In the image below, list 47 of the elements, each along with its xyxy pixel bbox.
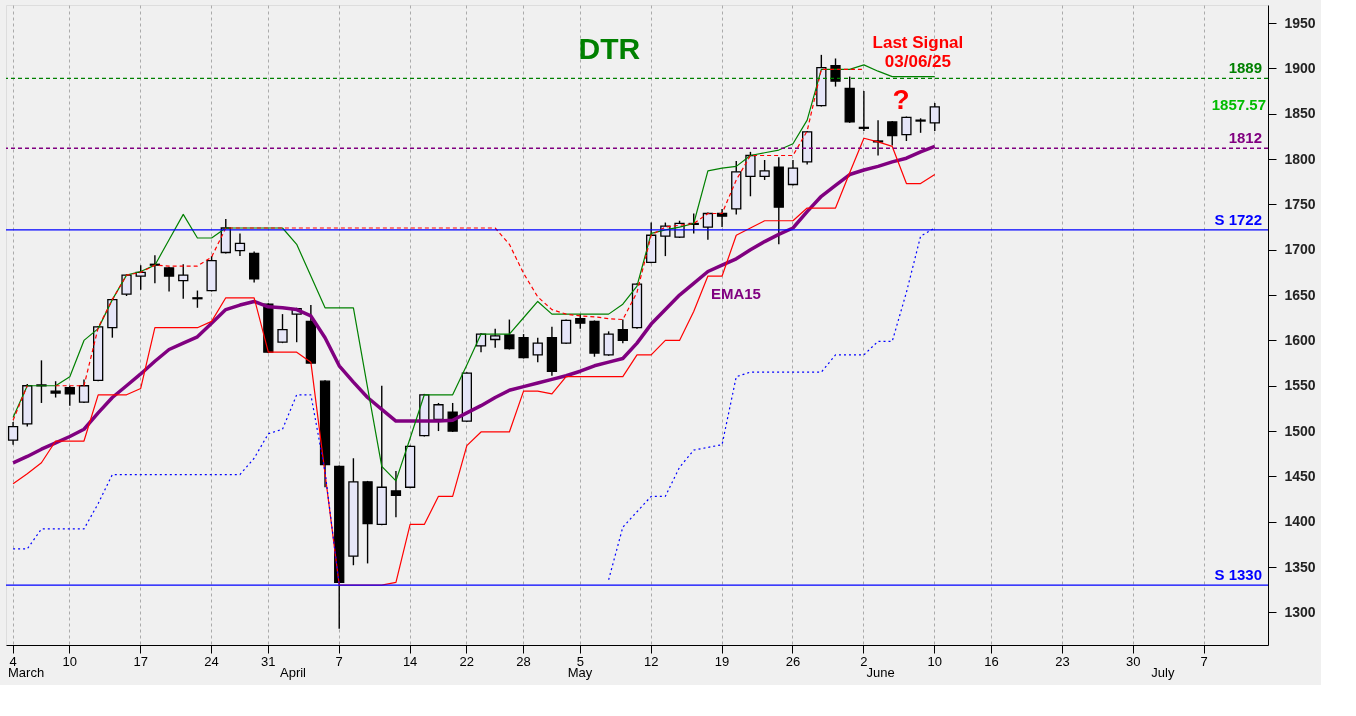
x-tick-label: 24 bbox=[204, 653, 219, 669]
annotation: 1857.57 bbox=[1211, 95, 1266, 113]
x-tick-label: 31 bbox=[261, 653, 276, 669]
y-tick-label: 1500 bbox=[1284, 422, 1316, 439]
candlestick bbox=[234, 233, 246, 257]
x-tick-label: 7 bbox=[335, 653, 343, 669]
x-tick-label: 10 bbox=[927, 653, 943, 669]
x-tick-label: 17 bbox=[133, 653, 148, 669]
ref-line-label: 1889 bbox=[1228, 59, 1262, 77]
x-tick-label: 14 bbox=[402, 653, 418, 669]
y-tick-label: 1300 bbox=[1284, 603, 1316, 620]
x-tick-label: 26 bbox=[785, 653, 801, 669]
y-tick-label: 1450 bbox=[1284, 467, 1316, 484]
x-tick-label: 22 bbox=[459, 653, 475, 669]
x-tick-label: 7 bbox=[1200, 653, 1208, 669]
text: July bbox=[1151, 665, 1175, 680]
y-tick-label: 1950 bbox=[1284, 14, 1316, 31]
ref-line-label: S 1330 bbox=[1214, 566, 1262, 584]
y-tick-label: 1550 bbox=[1284, 377, 1316, 394]
x-tick-label: 16 bbox=[984, 653, 999, 669]
y-tick-label: 1850 bbox=[1284, 105, 1316, 122]
x-tick-label: 23 bbox=[1055, 653, 1070, 669]
x-tick-label: 10 bbox=[62, 653, 78, 669]
y-tick-label: 1600 bbox=[1284, 331, 1316, 348]
annotation: ? bbox=[892, 83, 910, 115]
annotation: Last Signal 03/06/25 bbox=[872, 33, 964, 72]
y-tick-label: 1650 bbox=[1284, 286, 1316, 303]
text: April bbox=[279, 665, 307, 680]
ref-line-label: S 1722 bbox=[1214, 210, 1262, 228]
candlestick bbox=[858, 91, 870, 132]
y-tick-label: 1900 bbox=[1284, 59, 1316, 76]
y-tick-label: 1350 bbox=[1284, 558, 1316, 575]
text: June bbox=[866, 665, 895, 680]
line-series bbox=[12, 137, 936, 586]
x-tick-label: 12 bbox=[643, 653, 659, 669]
y-tick-label: 1800 bbox=[1284, 150, 1316, 167]
y-tick-label: 1750 bbox=[1284, 195, 1316, 212]
x-tick-label: 30 bbox=[1126, 653, 1141, 669]
candlestick bbox=[390, 470, 402, 518]
annotation: DTR bbox=[578, 32, 641, 66]
x-tick-label: 2 bbox=[860, 653, 868, 669]
series-label: EMA15 bbox=[710, 284, 761, 302]
ref-line-label: 1812 bbox=[1228, 129, 1262, 147]
x-tick-label: 19 bbox=[714, 653, 730, 669]
x-tick-label: 28 bbox=[516, 653, 531, 669]
y-tick-label: 1400 bbox=[1284, 513, 1316, 530]
y-tick-label: 1700 bbox=[1284, 241, 1316, 258]
